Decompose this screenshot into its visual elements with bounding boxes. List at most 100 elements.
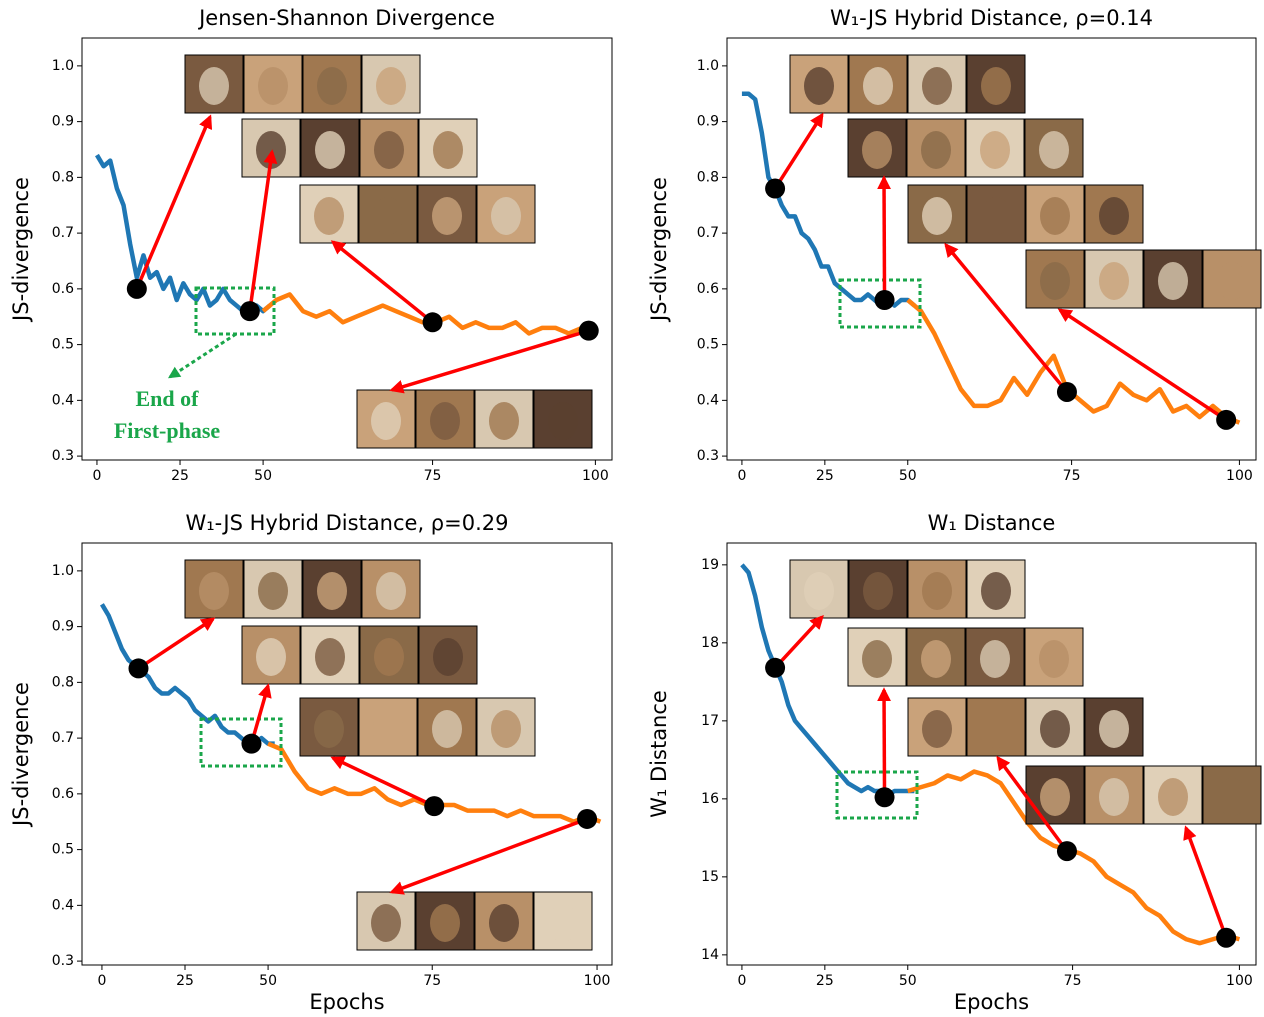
x-tick-label: 25 bbox=[816, 973, 834, 989]
sample-face bbox=[258, 572, 288, 610]
arrow bbox=[773, 614, 824, 669]
sample-face bbox=[315, 131, 345, 169]
y-tick-label: 0.8 bbox=[52, 169, 74, 185]
x-tick-label: 100 bbox=[584, 973, 611, 989]
y-tick-label: 0.7 bbox=[52, 730, 74, 746]
x-axis-label: Epochs bbox=[954, 990, 1029, 1014]
sample-face bbox=[489, 402, 519, 440]
arrow bbox=[877, 687, 892, 798]
sample-face bbox=[980, 131, 1010, 169]
x-tick-label: 75 bbox=[1064, 973, 1082, 989]
sample-face bbox=[374, 131, 404, 169]
y-tick-label: 0.6 bbox=[52, 281, 74, 297]
sample-face bbox=[1040, 262, 1070, 300]
sample-face bbox=[430, 904, 460, 942]
y-tick-label: 0.6 bbox=[52, 786, 74, 802]
annotation: First-phase bbox=[114, 418, 221, 443]
sample-face bbox=[1040, 710, 1070, 748]
y-axis-label: JS-divergence bbox=[9, 682, 33, 828]
sample-face bbox=[432, 197, 462, 235]
plot-frame bbox=[81, 542, 613, 966]
sample-face bbox=[489, 904, 519, 942]
arrow bbox=[389, 328, 590, 394]
arrow bbox=[330, 756, 435, 808]
y-tick-label: 17 bbox=[701, 713, 719, 729]
sample-face bbox=[1039, 131, 1069, 169]
y-tick-label: 0.4 bbox=[52, 392, 74, 408]
y-tick-label: 0.4 bbox=[697, 392, 719, 408]
x-tick-label: 100 bbox=[1226, 468, 1253, 484]
x-tick-label: 0 bbox=[737, 973, 746, 989]
checkpoint-marker bbox=[126, 278, 147, 299]
sample-face bbox=[922, 572, 952, 610]
x-tick-label: 100 bbox=[1226, 973, 1253, 989]
sample-face bbox=[491, 197, 521, 235]
checkpoint-marker bbox=[422, 312, 443, 333]
y-tick-label: 14 bbox=[701, 947, 719, 963]
checkpoint-marker bbox=[241, 733, 262, 754]
x-tick-label: 50 bbox=[254, 468, 272, 484]
sample-face bbox=[256, 638, 286, 676]
x-tick-label: 75 bbox=[423, 973, 441, 989]
y-tick-label: 0.9 bbox=[52, 114, 74, 130]
y-tick-label: 19 bbox=[701, 557, 719, 573]
checkpoint-marker bbox=[128, 658, 149, 679]
sample-face bbox=[1099, 262, 1129, 300]
arrow bbox=[877, 175, 892, 301]
arrow bbox=[1183, 825, 1228, 939]
sample-face bbox=[1158, 778, 1188, 816]
checkpoint-marker bbox=[874, 290, 895, 311]
checkpoint-marker bbox=[874, 787, 895, 808]
y-tick-label: 0.5 bbox=[52, 842, 74, 858]
y-axis-label: W₁ Distance bbox=[647, 690, 671, 818]
sample-face bbox=[1099, 710, 1129, 748]
x-tick-label: 25 bbox=[816, 468, 834, 484]
checkpoint-marker bbox=[1216, 927, 1237, 948]
sample-face bbox=[1040, 197, 1070, 235]
sample-face bbox=[373, 197, 403, 235]
y-tick-label: 1.0 bbox=[52, 58, 74, 74]
y-tick-label: 0.5 bbox=[52, 337, 74, 353]
y-tick-label: 0.3 bbox=[697, 448, 719, 464]
sample-face bbox=[1099, 778, 1129, 816]
checkpoint-marker bbox=[424, 796, 445, 817]
sample-face bbox=[922, 67, 952, 105]
y-tick-label: 16 bbox=[701, 791, 719, 807]
chart-title: W₁-JS Hybrid Distance, ρ=0.14 bbox=[830, 6, 1153, 30]
sample-face bbox=[981, 197, 1011, 235]
sample-face bbox=[1217, 778, 1247, 816]
y-tick-label: 18 bbox=[701, 635, 719, 651]
sample-face bbox=[315, 638, 345, 676]
arrow bbox=[389, 817, 588, 895]
y-tick-label: 0.8 bbox=[52, 674, 74, 690]
x-axis-label: Epochs bbox=[309, 990, 384, 1014]
x-tick-label: 50 bbox=[259, 973, 277, 989]
sample-image bbox=[966, 54, 1026, 114]
sample-face bbox=[371, 402, 401, 440]
x-tick-label: 75 bbox=[1063, 468, 1081, 484]
sample-face bbox=[314, 710, 344, 748]
checkpoint-marker bbox=[1056, 381, 1077, 402]
sample-face bbox=[491, 710, 521, 748]
sample-face bbox=[863, 572, 893, 610]
sample-face bbox=[433, 638, 463, 676]
sample-face bbox=[922, 197, 952, 235]
x-tick-label: 0 bbox=[92, 468, 101, 484]
arrow bbox=[248, 149, 278, 312]
y-tick-label: 0.8 bbox=[697, 169, 719, 185]
x-tick-label: 0 bbox=[97, 973, 106, 989]
x-tick-label: 75 bbox=[424, 468, 442, 484]
sample-face bbox=[430, 402, 460, 440]
y-tick-label: 1.0 bbox=[697, 58, 719, 74]
chart-title: W₁ Distance bbox=[928, 511, 1056, 535]
y-tick-label: 15 bbox=[701, 869, 719, 885]
sample-face bbox=[317, 572, 347, 610]
sample-face bbox=[371, 904, 401, 942]
arrow bbox=[773, 112, 824, 190]
annotation: End of bbox=[136, 386, 200, 411]
sample-face bbox=[1099, 197, 1129, 235]
x-tick-label: 100 bbox=[582, 468, 609, 484]
checkpoint-marker bbox=[577, 808, 598, 829]
plot-frame bbox=[726, 37, 1257, 461]
